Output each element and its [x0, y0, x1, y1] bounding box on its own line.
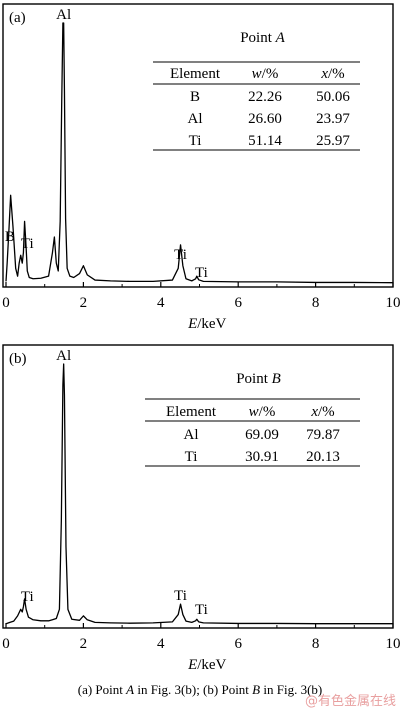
peak-label: B: [5, 229, 15, 245]
x-tick-label: 4: [157, 295, 165, 311]
peak-label: Ti: [195, 265, 208, 281]
caption-part-2: in Fig. 3(b); (b) Point: [134, 682, 253, 697]
chart-panel-b: 0 2 4 6 8 10 E/keV (b) Al Ti Ti Ti Point B Element w/%…: [2, 344, 400, 673]
peak-label: Ti: [174, 247, 187, 263]
table-cell: 51.14: [248, 133, 282, 149]
plot-frame: [2, 3, 394, 288]
peak-label: Ti: [195, 602, 208, 618]
x-tick-label: 2: [80, 636, 88, 652]
table-header: x/%: [310, 404, 334, 420]
table-cell: Al: [184, 427, 199, 443]
caption-part-1: (a) Point: [77, 682, 127, 697]
watermark: @有色金属在线: [304, 694, 396, 709]
table-cell: 20.13: [306, 449, 340, 465]
x-tick-label: 4: [157, 636, 165, 652]
caption-part-3: in Fig. 3(b): [260, 682, 323, 697]
peak-label: Ti: [21, 236, 34, 252]
table-header: Element: [170, 66, 221, 82]
x-tick-label: 6: [234, 636, 242, 652]
peak-label: Ti: [174, 588, 187, 604]
table-header: x/%: [320, 66, 344, 82]
peak-label: Al: [56, 348, 71, 364]
table-cell: 22.26: [248, 89, 282, 105]
x-tick-label: 10: [386, 295, 400, 311]
plot-frame: [2, 344, 394, 629]
table-cell: 26.60: [248, 111, 282, 127]
x-tick-label: 0: [2, 636, 10, 652]
caption-var-1: A: [126, 682, 135, 697]
table-cell: Ti: [185, 449, 198, 465]
table-header: w/%: [252, 66, 279, 82]
table-header: w/%: [249, 404, 276, 420]
x-tick-label: 6: [234, 295, 242, 311]
caption-var-2: B: [252, 682, 261, 697]
x-tick-label: 8: [312, 636, 320, 652]
table-cell: Al: [188, 111, 203, 127]
figure-caption: (a) Point A in Fig. 3(b); (b) Point B in…: [0, 682, 400, 698]
table-cell: 50.06: [316, 89, 350, 105]
peak-label: Al: [56, 7, 71, 23]
panel-label: (a): [9, 10, 26, 26]
chart-panel-a: 0 2 4 6 8 10 E/keV (a) Al B Ti Ti Ti Point A Element w/…: [2, 3, 400, 332]
peak-label: Ti: [21, 589, 34, 605]
table-cell: 30.91: [245, 449, 279, 465]
composition-table: Point B Element w/% x/% Al 69.09 79.87 Ti 30.91 2…: [145, 371, 360, 467]
table-title: Point A: [240, 30, 285, 46]
x-tick-label: 2: [80, 295, 88, 311]
x-tick-label: 10: [386, 636, 400, 652]
table-cell: 79.87: [306, 427, 340, 443]
table-cell: 23.97: [316, 111, 350, 127]
table-cell: 69.09: [245, 427, 279, 443]
x-tick-label: 0: [2, 295, 10, 311]
spectrum-line: [5, 22, 394, 284]
x-axis-label: E/keV: [187, 657, 226, 673]
spectrum-line: [5, 363, 393, 625]
table-title: Point B: [236, 371, 281, 387]
x-tick-label: 8: [312, 295, 320, 311]
table-cell: Ti: [189, 133, 202, 149]
panel-label: (b): [9, 351, 27, 367]
composition-table: Point A Element w/% x/% B 22.26 50.06 Al 26.60 23…: [153, 30, 360, 151]
table-cell: 25.97: [316, 133, 350, 149]
table-header: Element: [166, 404, 217, 420]
x-axis-label: E/keV: [187, 316, 226, 332]
table-cell: B: [190, 89, 200, 105]
